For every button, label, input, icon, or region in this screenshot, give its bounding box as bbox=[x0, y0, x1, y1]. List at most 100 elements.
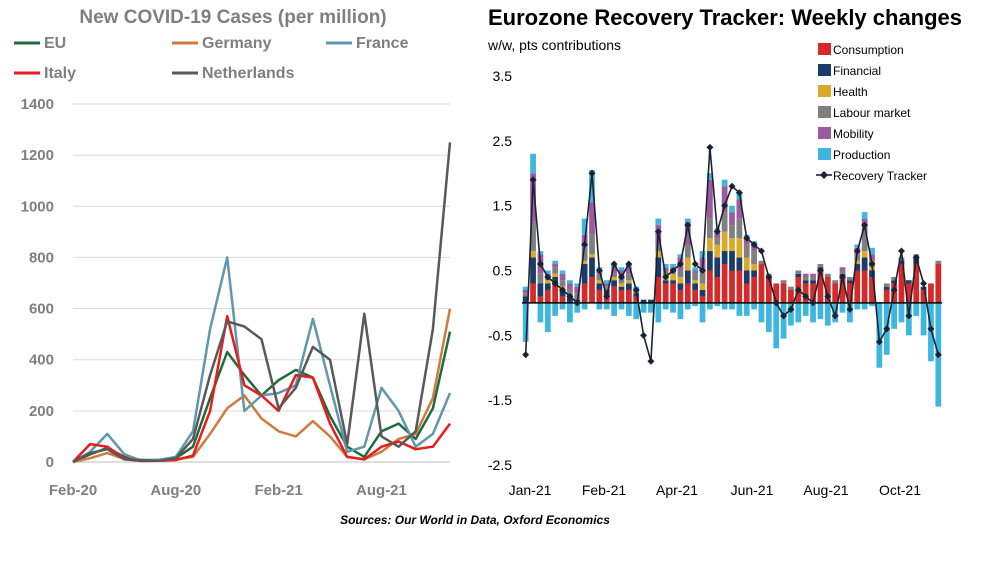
bar-segment-consumption bbox=[935, 264, 942, 303]
right-chart: Eurozone Recovery Tracker: Weekly change… bbox=[487, 5, 962, 498]
source-note: Sources: Our World in Data, Oxford Econo… bbox=[340, 513, 610, 527]
bar-segment-labour-market bbox=[743, 244, 750, 258]
bar-segment-consumption bbox=[692, 289, 699, 303]
bar-segment-consumption bbox=[832, 283, 839, 303]
bar-segment-production bbox=[530, 153, 536, 174]
bar-segment-negative bbox=[662, 302, 669, 310]
right-x-tick-label: Oct-21 bbox=[879, 482, 921, 498]
bar-segment-financial bbox=[625, 283, 632, 290]
tracker-marker bbox=[920, 279, 928, 287]
bar-segment-health bbox=[611, 276, 617, 281]
tracker-marker bbox=[647, 357, 655, 365]
bar-segment-labour-market bbox=[780, 280, 787, 284]
tracker-marker bbox=[581, 241, 589, 249]
tracker-marker bbox=[802, 292, 810, 300]
bar-segment-negative bbox=[788, 302, 794, 326]
bar-segment-labour-market bbox=[581, 247, 588, 261]
bar-segment-consumption bbox=[869, 276, 875, 303]
bar-segment-financial bbox=[699, 289, 706, 297]
bar-segment-consumption bbox=[559, 296, 566, 303]
tracker-marker bbox=[529, 176, 537, 184]
bar-segment-negative bbox=[743, 302, 750, 316]
legend-label-financial: Financial bbox=[833, 64, 881, 78]
legend-label-labour-market: Labour market bbox=[833, 106, 911, 120]
bar-segment-production bbox=[869, 247, 875, 255]
bar-segment-labour-market bbox=[721, 212, 728, 232]
bar-segment-labour-market bbox=[935, 260, 942, 265]
bar-segment-consumption bbox=[729, 270, 735, 303]
bar-segment-financial bbox=[751, 270, 757, 277]
bar-segment-financial bbox=[736, 257, 743, 271]
bar-segment-labour-market bbox=[795, 270, 802, 274]
tracker-marker bbox=[890, 286, 898, 294]
bar-segment-consumption bbox=[596, 289, 603, 303]
bar-segment-production bbox=[618, 267, 625, 271]
bar-segment-labour-market bbox=[898, 257, 905, 261]
bar-segment-consumption bbox=[913, 264, 920, 303]
bar-segment-mobility bbox=[625, 267, 632, 274]
right-x-tick-label: Aug-21 bbox=[803, 482, 848, 498]
bar-segment-mobility bbox=[574, 286, 581, 294]
left-x-tick-label: Feb-20 bbox=[49, 482, 97, 499]
bar-segment-consumption bbox=[707, 270, 713, 303]
bar-segment-health bbox=[729, 238, 735, 252]
bar-segment-financial bbox=[810, 280, 816, 284]
bar-segment-health bbox=[854, 260, 861, 265]
bar-segment-labour-market bbox=[839, 270, 846, 274]
bar-segment-labour-market bbox=[596, 273, 603, 281]
tracker-marker bbox=[794, 286, 802, 294]
bar-segment-negative bbox=[861, 302, 868, 310]
bar-segment-negative bbox=[559, 302, 566, 310]
bar-segment-consumption bbox=[611, 286, 617, 303]
bar-segment-consumption bbox=[589, 276, 595, 303]
bar-segment-production bbox=[729, 205, 735, 213]
bar-segment-negative bbox=[729, 302, 735, 310]
bar-segment-mobility bbox=[729, 212, 735, 226]
bar-segment-financial bbox=[648, 299, 654, 303]
tracker-marker bbox=[816, 267, 824, 274]
bar-segment-financial bbox=[721, 251, 728, 265]
bar-segment-labour-market bbox=[530, 221, 536, 252]
bar-segment-negative bbox=[648, 302, 654, 313]
left-y-axis: 0 200 400 600 800 1000 1200 1400 bbox=[21, 96, 54, 471]
legend-swatch-production bbox=[818, 148, 831, 160]
bar-segment-financial bbox=[611, 280, 617, 287]
bar-segment-labour-market bbox=[684, 244, 691, 258]
bar-segment-mobility bbox=[684, 221, 691, 245]
tracker-marker bbox=[691, 260, 699, 268]
bar-segment-consumption bbox=[905, 283, 912, 303]
bar-segment-health bbox=[699, 283, 706, 290]
bar-segment-mobility bbox=[869, 254, 875, 261]
bar-segment-negative bbox=[824, 302, 831, 326]
legend-swatch-health bbox=[818, 85, 831, 97]
left-y-tick-label: 0 bbox=[46, 454, 54, 471]
bar-segment-financial bbox=[692, 283, 699, 290]
tracker-marker bbox=[669, 267, 677, 274]
tracker-marker bbox=[654, 228, 662, 236]
bar-segment-mobility bbox=[589, 202, 595, 235]
bar-segment-mobility bbox=[552, 264, 559, 268]
bar-segment-health bbox=[861, 251, 868, 258]
bar-segment-consumption bbox=[633, 296, 640, 303]
bar-segment-consumption bbox=[788, 289, 794, 303]
bar-segment-negative bbox=[780, 302, 787, 339]
bar-segment-labour-market bbox=[861, 231, 868, 252]
bar-segment-mobility bbox=[736, 199, 743, 219]
bar-segment-consumption bbox=[839, 276, 846, 303]
bar-segment-financial bbox=[743, 270, 750, 284]
bar-segment-production bbox=[574, 283, 581, 287]
tracker-marker bbox=[846, 305, 854, 313]
tracker-marker bbox=[559, 286, 567, 294]
bar-segment-labour-market bbox=[707, 218, 713, 239]
right-y-tick-label: 1.5 bbox=[493, 198, 513, 214]
tracker-marker bbox=[632, 286, 640, 294]
bar-segment-negative bbox=[773, 302, 780, 349]
bar-segment-labour-market bbox=[603, 286, 610, 290]
bar-segment-negative bbox=[522, 302, 529, 342]
left-chart-title: New COVID-19 Cases (per million) bbox=[79, 7, 386, 28]
bar-segment-financial bbox=[537, 283, 544, 297]
bar-segment-financial bbox=[861, 257, 868, 271]
bar-segment-production bbox=[544, 270, 551, 274]
bar-segment-consumption bbox=[898, 264, 905, 303]
bar-segment-negative bbox=[633, 302, 640, 320]
